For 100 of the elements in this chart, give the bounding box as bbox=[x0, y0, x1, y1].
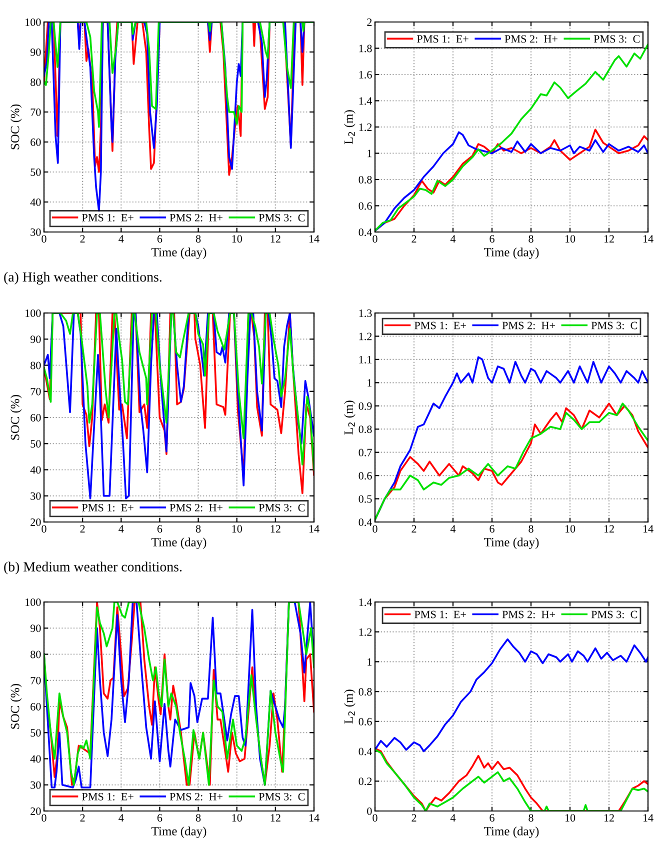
y-tick-label: 90 bbox=[30, 624, 41, 632]
x-tick-label: 4 bbox=[118, 814, 124, 822]
y-tick-label: 100 bbox=[26, 18, 41, 26]
legend-label: PMS 1: E+ bbox=[82, 504, 134, 512]
x-tick-label: 0 bbox=[372, 525, 378, 533]
y-tick-label: 0.8 bbox=[358, 176, 372, 184]
y-tick-label: 1.4 bbox=[359, 598, 372, 606]
legend-label: PMS 3: C bbox=[258, 792, 305, 800]
x-tick-label: 4 bbox=[450, 814, 456, 822]
y-tick-label: 80 bbox=[30, 78, 41, 86]
x-tick-label: 12 bbox=[270, 235, 280, 242]
x-axis-title: Time (day) bbox=[152, 826, 206, 838]
y-tick-label: 60 bbox=[30, 138, 41, 146]
y-tick-label: 0.4 bbox=[358, 228, 372, 236]
y-tick-label: 20 bbox=[30, 807, 41, 815]
y-tick-label: 1.8 bbox=[359, 44, 372, 52]
legend-label: PMS 1: E+ bbox=[414, 610, 466, 618]
y-tick-label: 0.8 bbox=[358, 426, 372, 434]
x-tick-label: 10 bbox=[232, 235, 242, 243]
x-axis-title: Time (day) bbox=[484, 248, 539, 260]
x-tick-label: 2 bbox=[80, 525, 85, 532]
y-tick-label: 0.4 bbox=[358, 518, 372, 526]
x-tick-label: 2 bbox=[80, 235, 85, 242]
x-tick-label: 6 bbox=[490, 525, 494, 533]
y-tick-label: 30 bbox=[30, 781, 41, 789]
x-axis-title: Time (day) bbox=[152, 538, 206, 550]
text: (a) High weather conditions. bbox=[4, 272, 162, 285]
x-tick-label: 12 bbox=[270, 525, 280, 532]
x-tick-label: 6 bbox=[490, 235, 494, 243]
y-tick-label: 2 bbox=[367, 18, 372, 26]
x-tick-label: 8 bbox=[528, 235, 534, 243]
y-tick-label: 70 bbox=[30, 676, 41, 684]
x-tick-label: 10 bbox=[232, 814, 242, 822]
y-tick-label: 0.2 bbox=[358, 778, 372, 786]
x-tick-label: 0 bbox=[372, 235, 378, 243]
y-tick-label: 90 bbox=[30, 48, 41, 56]
x-tick-label: 8 bbox=[196, 235, 201, 243]
x-tick-label: 4 bbox=[118, 525, 124, 532]
x-tick-label: 8 bbox=[196, 814, 201, 822]
y-tick-label: 100 bbox=[26, 309, 41, 317]
x-axis-title: Time (day) bbox=[484, 538, 539, 550]
y-tick-label: 50 bbox=[30, 440, 41, 448]
legend-label: PMS 3: C bbox=[591, 322, 638, 330]
y-tick-label: 0 bbox=[367, 807, 372, 815]
y-tick-label: 0.8 bbox=[358, 688, 372, 696]
x-tick-label: 14 bbox=[643, 525, 654, 532]
x-tick-label: 8 bbox=[528, 525, 534, 533]
x-tick-label: 0 bbox=[42, 525, 46, 533]
x-tick-label: 14 bbox=[309, 235, 320, 242]
x-tick-label: 0 bbox=[42, 814, 46, 822]
legend-label: PMS 3: C bbox=[258, 214, 305, 222]
x-axis-title: Time (day) bbox=[152, 248, 206, 260]
y-tick-label: 30 bbox=[30, 228, 41, 236]
y-tick-label: 0.6 bbox=[358, 202, 372, 210]
legend-label: PMS 1: E+ bbox=[414, 322, 466, 330]
y-tick-label: 0.9 bbox=[358, 402, 372, 410]
legend-label: PMS 3: C bbox=[591, 610, 638, 618]
y-tick-label: 1.2 bbox=[359, 332, 372, 340]
x-tick-label: 6 bbox=[157, 814, 162, 822]
x-tick-label: 14 bbox=[643, 235, 654, 242]
x-tick-label: 12 bbox=[604, 235, 614, 242]
y-tick-label: 50 bbox=[30, 729, 41, 737]
legend-label: PMS 2: H+ bbox=[504, 35, 558, 43]
legend-label: PMS 3: C bbox=[594, 35, 640, 43]
y-axis-title: SOC (%) bbox=[10, 684, 22, 729]
y-tick-label: 20 bbox=[30, 518, 41, 526]
x-tick-label: 4 bbox=[450, 235, 456, 242]
legend-label: PMS 2: H+ bbox=[170, 214, 222, 222]
x-tick-label: 2 bbox=[412, 814, 416, 822]
x-tick-label: 0 bbox=[42, 235, 46, 243]
x-tick-label: 10 bbox=[232, 525, 242, 533]
y-tick-label: 30 bbox=[30, 492, 41, 500]
y-tick-label: 80 bbox=[30, 362, 41, 370]
y-tick-label: 70 bbox=[30, 108, 41, 116]
y-tick-label: 0.4 bbox=[358, 748, 372, 756]
y-axis-title: L$_{2}$ (m) bbox=[344, 690, 356, 724]
x-tick-label: 0 bbox=[372, 814, 378, 822]
y-tick-label: 80 bbox=[30, 650, 41, 658]
legend-label: PMS 1: E+ bbox=[416, 35, 468, 43]
y-tick-label: 0.6 bbox=[358, 472, 372, 480]
y-axis-title: L$_{2}$ (m) bbox=[344, 400, 356, 435]
y-tick-label: 40 bbox=[30, 198, 41, 206]
y-tick-label: 100 bbox=[26, 598, 41, 606]
y-tick-label: 1.4 bbox=[359, 97, 372, 105]
x-tick-label: 10 bbox=[565, 525, 576, 533]
x-tick-label: 14 bbox=[309, 814, 320, 822]
x-tick-label: 12 bbox=[270, 814, 280, 822]
legend-label: PMS 2: H+ bbox=[502, 322, 555, 330]
y-tick-label: 0.7 bbox=[358, 448, 372, 456]
y-tick-label: 60 bbox=[30, 414, 41, 422]
y-tick-label: 1.1 bbox=[359, 356, 372, 364]
y-tick-label: 0.6 bbox=[358, 718, 372, 726]
line-series bbox=[375, 638, 648, 752]
legend-label: PMS 3: C bbox=[258, 504, 305, 512]
text: (b) Medium weather conditions. bbox=[4, 562, 182, 574]
y-axis-title: SOC (%) bbox=[10, 394, 22, 440]
y-tick-label: 60 bbox=[30, 702, 41, 710]
y-tick-label: 50 bbox=[30, 168, 41, 176]
legend-label: PMS 2: H+ bbox=[170, 504, 222, 512]
legend-label: PMS 1: E+ bbox=[82, 214, 134, 222]
